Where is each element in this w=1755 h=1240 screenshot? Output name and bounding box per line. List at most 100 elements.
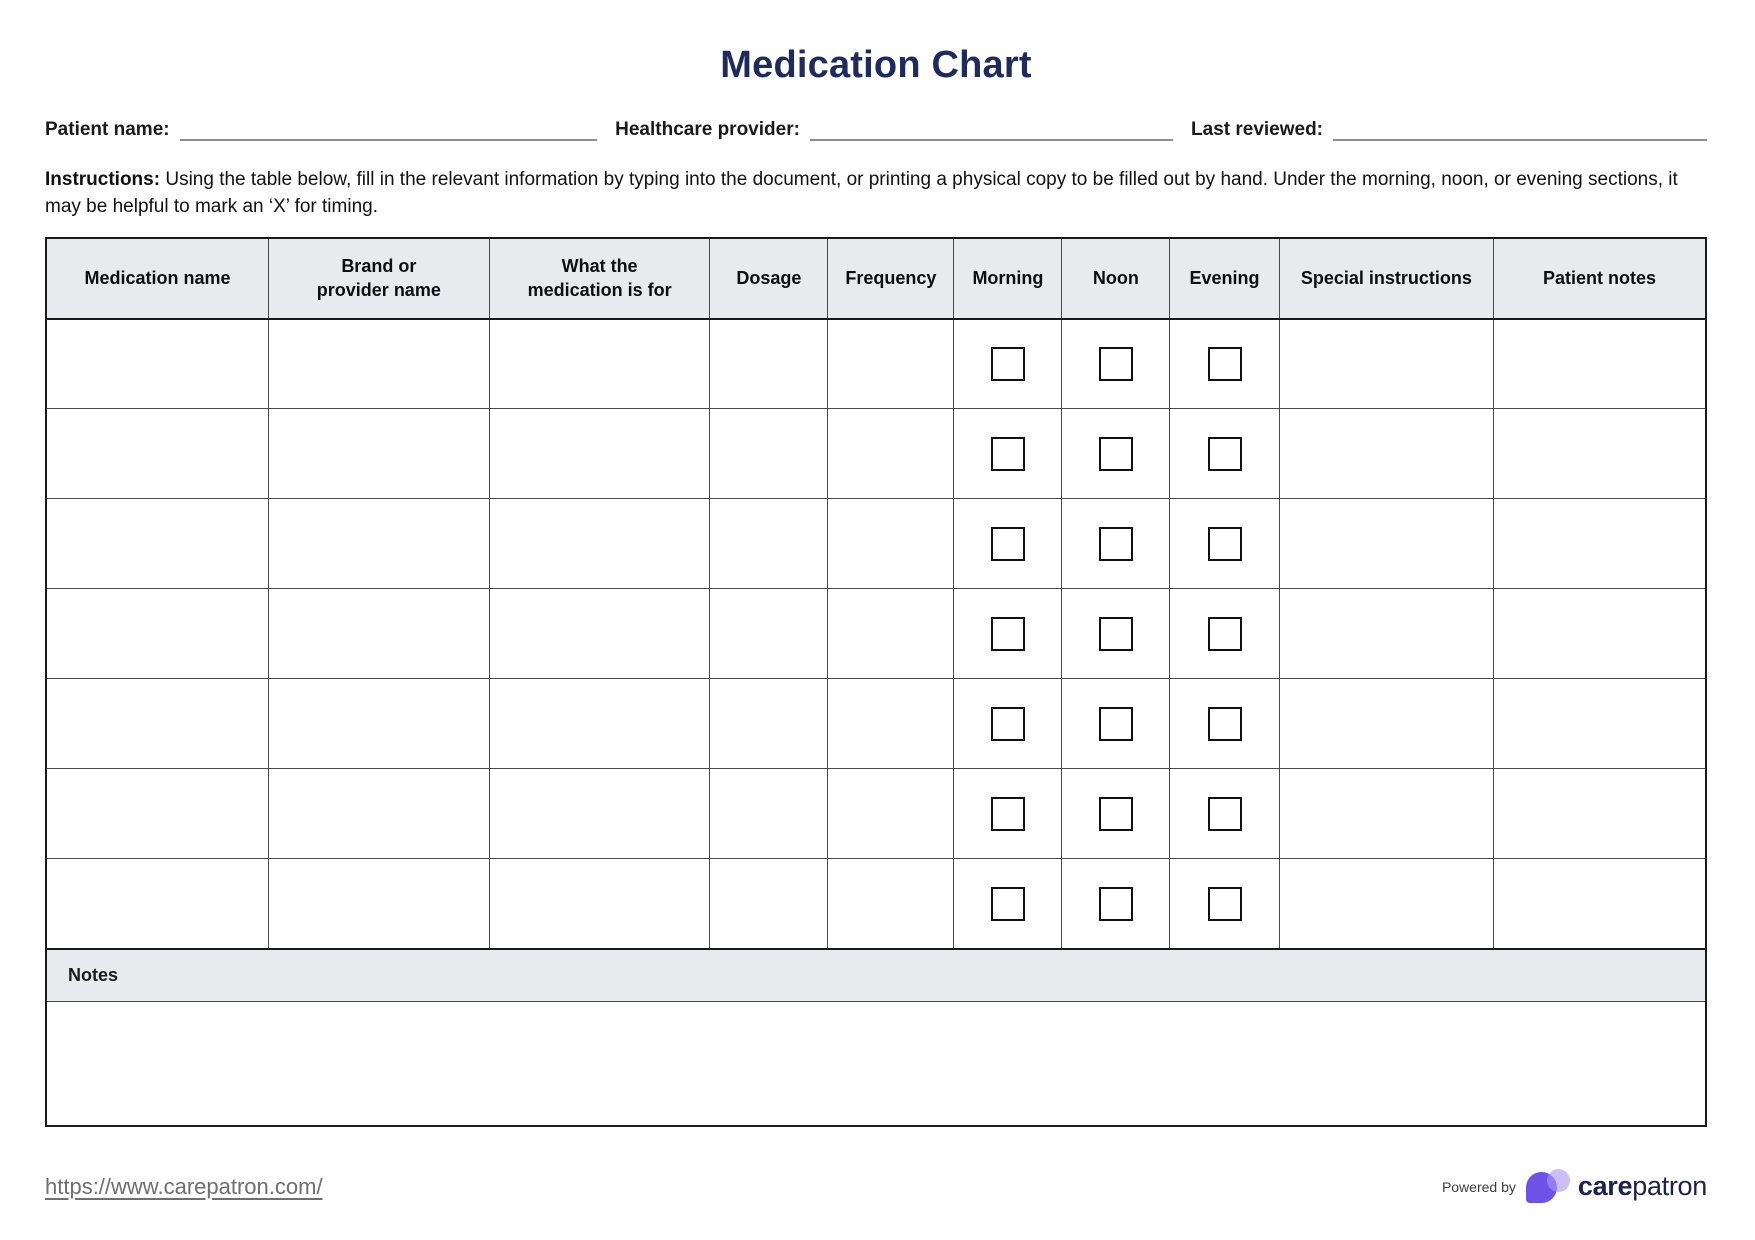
last-reviewed-label: Last reviewed: xyxy=(1191,119,1324,140)
evening-checkbox-row-1[interactable] xyxy=(1207,347,1242,382)
cell-brand-or-provider-name-row-4[interactable] xyxy=(267,588,490,680)
cell-what-the-medication-is-for-row-2[interactable] xyxy=(488,408,711,500)
cell-patient-notes-row-1[interactable] xyxy=(1492,318,1707,410)
evening-checkbox-row-2[interactable] xyxy=(1207,436,1242,471)
cell-brand-or-provider-name-row-1[interactable] xyxy=(267,318,490,410)
notes-body-row xyxy=(45,1001,1707,1127)
morning-checkbox-row-4[interactable] xyxy=(990,616,1025,651)
cell-what-the-medication-is-for-row-1[interactable] xyxy=(488,318,711,410)
cell-noon-row-7 xyxy=(1061,858,1171,950)
cell-morning-row-6 xyxy=(953,768,1063,860)
cell-dosage-row-4[interactable] xyxy=(709,588,829,680)
cell-brand-or-provider-name-row-3[interactable] xyxy=(267,498,490,590)
cell-frequency-row-6[interactable] xyxy=(827,768,955,860)
medication-row-3 xyxy=(45,498,1707,590)
cell-frequency-row-5[interactable] xyxy=(827,678,955,770)
cell-what-the-medication-is-for-row-3[interactable] xyxy=(488,498,711,590)
column-header-dosage: Dosage xyxy=(709,237,829,320)
cell-dosage-row-3[interactable] xyxy=(709,498,829,590)
medication-row-7 xyxy=(45,858,1707,950)
morning-checkbox-row-7[interactable] xyxy=(990,886,1025,921)
column-header-brand-or-provider-name: Brand or provider name xyxy=(267,237,490,320)
cell-dosage-row-7[interactable] xyxy=(709,858,829,950)
cell-patient-notes-row-7[interactable] xyxy=(1492,858,1707,950)
evening-checkbox-row-3[interactable] xyxy=(1207,526,1242,561)
page-title: Medication Chart xyxy=(720,44,1032,86)
morning-checkbox-row-1[interactable] xyxy=(990,347,1025,382)
column-header-special-instructions: Special instructions xyxy=(1278,237,1494,320)
healthcare-provider-label: Healthcare provider: xyxy=(615,119,800,140)
instructions-text: Instructions: Using the table below, fil… xyxy=(45,167,1707,221)
cell-brand-or-provider-name-row-2[interactable] xyxy=(267,408,490,500)
cell-medication-name-row-2[interactable] xyxy=(45,408,269,500)
cell-brand-or-provider-name-row-7[interactable] xyxy=(267,858,490,950)
column-header-morning: Morning xyxy=(953,237,1063,320)
cell-special-instructions-row-4[interactable] xyxy=(1278,588,1494,680)
morning-checkbox-row-6[interactable] xyxy=(990,796,1025,831)
cell-frequency-row-4[interactable] xyxy=(827,588,955,680)
noon-checkbox-row-6[interactable] xyxy=(1098,796,1133,831)
column-header-evening: Evening xyxy=(1169,237,1280,320)
evening-checkbox-row-4[interactable] xyxy=(1207,616,1242,651)
noon-checkbox-row-7[interactable] xyxy=(1098,886,1133,921)
cell-evening-row-3 xyxy=(1169,498,1280,590)
cell-medication-name-row-5[interactable] xyxy=(45,678,269,770)
cell-medication-name-row-6[interactable] xyxy=(45,768,269,860)
cell-brand-or-provider-name-row-5[interactable] xyxy=(267,678,490,770)
notes-input-area[interactable] xyxy=(45,1001,1707,1127)
patient-name-input-line[interactable] xyxy=(179,117,598,141)
cell-special-instructions-row-6[interactable] xyxy=(1278,768,1494,860)
cell-what-the-medication-is-for-row-5[interactable] xyxy=(488,678,711,770)
cell-frequency-row-1[interactable] xyxy=(827,318,955,410)
cell-patient-notes-row-6[interactable] xyxy=(1492,768,1707,860)
evening-checkbox-row-5[interactable] xyxy=(1207,706,1242,741)
cell-what-the-medication-is-for-row-4[interactable] xyxy=(488,588,711,680)
healthcare-provider-input-line[interactable] xyxy=(809,117,1174,141)
cell-morning-row-5 xyxy=(953,678,1063,770)
carepatron-url-link[interactable]: https://www.carepatron.com/ xyxy=(45,1173,323,1199)
cell-noon-row-4 xyxy=(1061,588,1171,680)
cell-special-instructions-row-2[interactable] xyxy=(1278,408,1494,500)
column-header-patient-notes: Patient notes xyxy=(1492,237,1707,320)
cell-dosage-row-2[interactable] xyxy=(709,408,829,500)
cell-medication-name-row-3[interactable] xyxy=(45,498,269,590)
cell-noon-row-2 xyxy=(1061,408,1171,500)
cell-what-the-medication-is-for-row-7[interactable] xyxy=(488,858,711,950)
cell-frequency-row-3[interactable] xyxy=(827,498,955,590)
cell-evening-row-4 xyxy=(1169,588,1280,680)
cell-medication-name-row-7[interactable] xyxy=(45,858,269,950)
cell-dosage-row-6[interactable] xyxy=(709,768,829,860)
cell-medication-name-row-1[interactable] xyxy=(45,318,269,410)
cell-medication-name-row-4[interactable] xyxy=(45,588,269,680)
noon-checkbox-row-2[interactable] xyxy=(1098,436,1133,471)
powered-by-branding: Powered by carepatron xyxy=(1442,1168,1707,1205)
cell-dosage-row-1[interactable] xyxy=(709,318,829,410)
cell-patient-notes-row-5[interactable] xyxy=(1492,678,1707,770)
cell-special-instructions-row-5[interactable] xyxy=(1278,678,1494,770)
noon-checkbox-row-4[interactable] xyxy=(1098,616,1133,651)
noon-checkbox-row-3[interactable] xyxy=(1098,526,1133,561)
morning-checkbox-row-3[interactable] xyxy=(990,526,1025,561)
cell-special-instructions-row-1[interactable] xyxy=(1278,318,1494,410)
cell-frequency-row-2[interactable] xyxy=(827,408,955,500)
cell-special-instructions-row-3[interactable] xyxy=(1278,498,1494,590)
cell-what-the-medication-is-for-row-6[interactable] xyxy=(488,768,711,860)
noon-checkbox-row-1[interactable] xyxy=(1098,347,1133,382)
cell-patient-notes-row-3[interactable] xyxy=(1492,498,1707,590)
cell-morning-row-2 xyxy=(953,408,1063,500)
evening-checkbox-row-6[interactable] xyxy=(1207,796,1242,831)
carepatron-logo-icon xyxy=(1525,1168,1572,1205)
cell-dosage-row-5[interactable] xyxy=(709,678,829,770)
evening-checkbox-row-7[interactable] xyxy=(1207,886,1242,921)
morning-checkbox-row-5[interactable] xyxy=(990,706,1025,741)
column-header-frequency: Frequency xyxy=(827,237,955,320)
morning-checkbox-row-2[interactable] xyxy=(990,436,1025,471)
cell-special-instructions-row-7[interactable] xyxy=(1278,858,1494,950)
cell-patient-notes-row-4[interactable] xyxy=(1492,588,1707,680)
last-reviewed-input-line[interactable] xyxy=(1333,117,1707,141)
cell-brand-or-provider-name-row-6[interactable] xyxy=(267,768,490,860)
cell-patient-notes-row-2[interactable] xyxy=(1492,408,1707,500)
cell-frequency-row-7[interactable] xyxy=(827,858,955,950)
noon-checkbox-row-5[interactable] xyxy=(1098,706,1133,741)
